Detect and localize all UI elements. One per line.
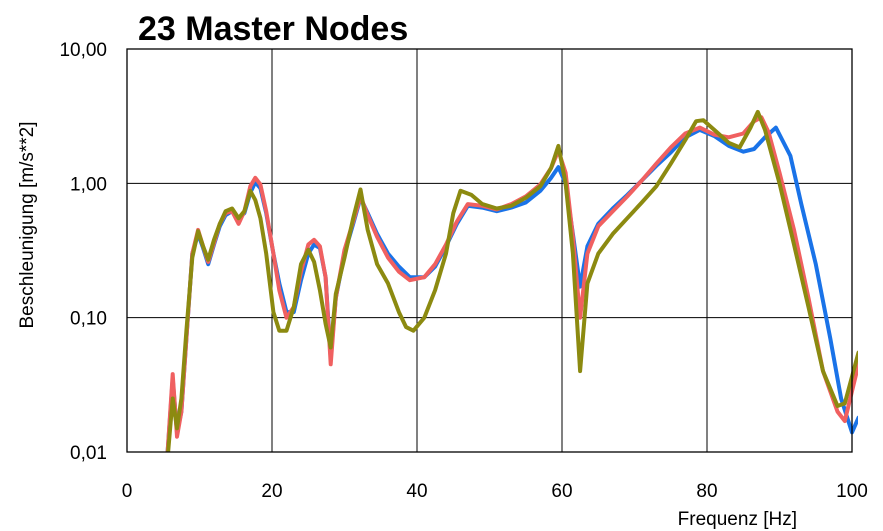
x-tick-label: 100 — [836, 481, 868, 502]
x-tick-label: 20 — [261, 481, 282, 502]
y-tick-label: 1,00 — [70, 174, 107, 195]
y-axis-label: Beschleunigung [m/s**2] — [17, 121, 38, 328]
x-tick-label: 60 — [551, 481, 572, 502]
y-tick-label: 0,10 — [70, 309, 107, 330]
x-tick-label: 40 — [406, 481, 427, 502]
chart-title: 23 Master Nodes — [138, 10, 408, 48]
x-tick-label: 80 — [696, 481, 717, 502]
grid — [127, 49, 852, 452]
series-line-2 — [165, 115, 858, 452]
series-group — [165, 109, 858, 452]
tick-labels: 0 20 40 60 80 100 0,01 0,10 1,00 10,00 — [59, 40, 867, 502]
y-tick-label: 10,00 — [59, 40, 107, 61]
x-axis-label: Frequenz [Hz] — [678, 509, 797, 530]
y-tick-label: 0,01 — [70, 443, 107, 464]
x-tick-label: 0 — [122, 481, 133, 502]
plot-frame — [126, 48, 853, 453]
series-line-3 — [166, 109, 858, 452]
